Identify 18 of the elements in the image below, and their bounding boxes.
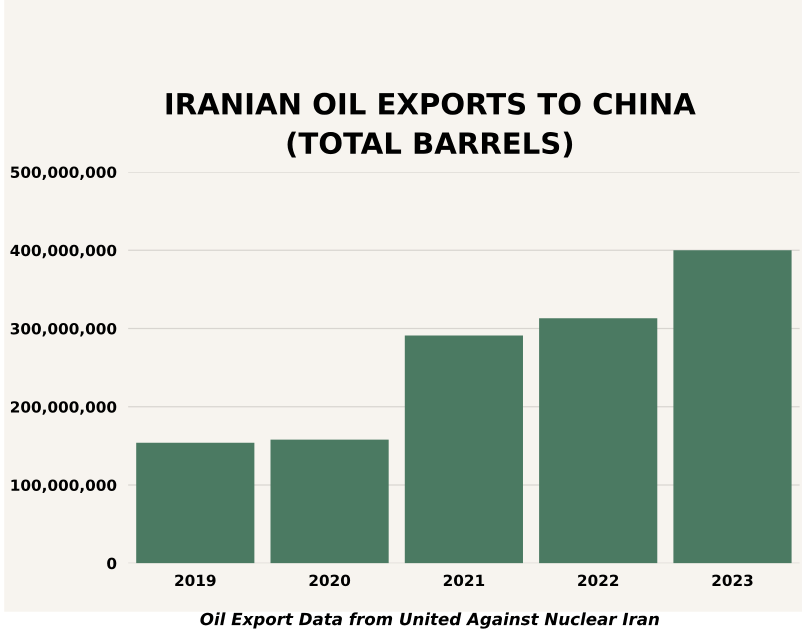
chart-title: IRANIAN OIL EXPORTS TO CHINA (TOTAL BARRELS): [166, 92, 696, 158]
x-tick-label: 2020: [310, 574, 350, 586]
x-tick-label: 2021: [444, 574, 484, 586]
y-tick-label: 200,000,000: [10, 401, 116, 415]
y-tick-label: 100,000,000: [11, 479, 116, 493]
bar: [270, 440, 389, 564]
bar: [539, 318, 658, 564]
bar: [404, 336, 523, 564]
text: Oil Export Data from United Against Nuclear Iran: [200, 612, 659, 629]
y-tick-label: 0: [107, 558, 116, 570]
bar: [673, 250, 792, 564]
x-tick-label: 2019: [175, 574, 216, 586]
y-tick-label: 400,000,000: [10, 244, 116, 258]
y-tick-label: 500,000,000: [10, 166, 116, 180]
bar: [136, 442, 254, 564]
x-tick-label: 2022: [578, 574, 618, 586]
y-tick-label: 300,000,000: [10, 322, 116, 336]
x-tick-label: 2023: [712, 574, 753, 586]
